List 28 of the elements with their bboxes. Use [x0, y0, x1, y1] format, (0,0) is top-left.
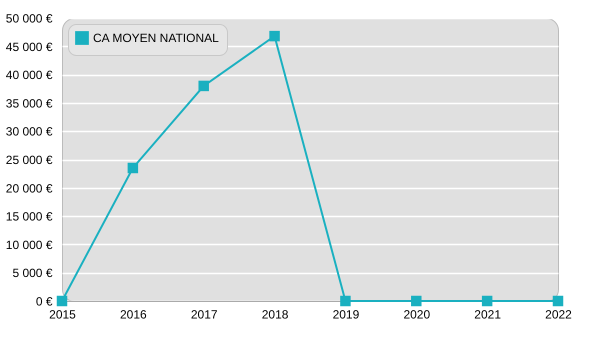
y-tick-label: 50 000 €: [6, 12, 53, 26]
y-tick-label: 15 000 €: [6, 210, 53, 224]
point: [269, 30, 280, 42]
point: [340, 296, 351, 306]
y-tick-label: 0 €: [36, 294, 53, 308]
point: [552, 296, 564, 306]
point: [56, 296, 68, 306]
y-tick-label: 20 000 €: [6, 181, 53, 196]
y-tick-label: 25 000 €: [6, 153, 53, 167]
legend-label: CA MOYEN NATIONAL: [93, 31, 220, 45]
y-tick-label: 45 000 €: [6, 40, 53, 54]
y-tick-label: 5 000 €: [12, 266, 53, 280]
y-tick-label: 35 000 €: [6, 96, 53, 110]
x-tick-label: 2018: [262, 308, 289, 322]
y-tick-label: 30 000 €: [6, 124, 53, 139]
x-tick-label: 2019: [332, 308, 360, 322]
x-tick-label: 2016: [120, 308, 148, 322]
x-tick-label: 2015: [49, 308, 76, 322]
point: [198, 80, 209, 92]
x-tick-label: 2017: [190, 308, 218, 322]
x-tick-label: 2021: [474, 308, 502, 322]
y-tick-label: 40 000 €: [6, 68, 53, 82]
x-tick-label: 2022: [545, 308, 572, 322]
point: [128, 162, 138, 174]
point: [411, 296, 422, 306]
y-tick-label: 10 000 €: [6, 238, 53, 252]
point: [482, 296, 492, 306]
x-tick-label: 2020: [403, 308, 430, 322]
